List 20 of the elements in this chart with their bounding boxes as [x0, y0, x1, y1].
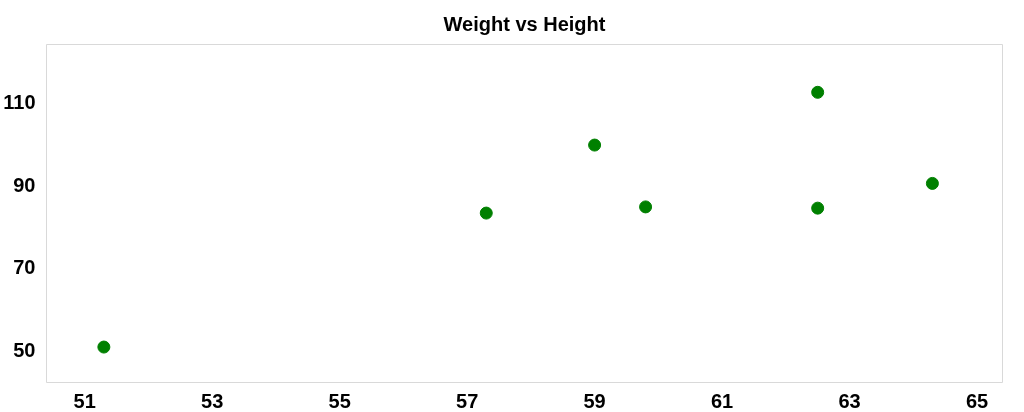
- x-tick-label: 65: [965, 389, 989, 412]
- y-tick-label: 70: [13, 256, 36, 279]
- point: [811, 201, 825, 215]
- x-tick-label: 51: [73, 389, 96, 412]
- point: [479, 206, 493, 220]
- x-tick-label: 61: [710, 389, 734, 412]
- point: [811, 85, 825, 99]
- y-tick-label: 110: [3, 91, 36, 114]
- point: [639, 200, 653, 214]
- x-tick-label: 59: [583, 389, 606, 412]
- x-tick-label: 57: [456, 389, 479, 412]
- x-tick-label: 53: [201, 389, 224, 412]
- y-tick-label: 50: [13, 338, 36, 361]
- x-tick-label: 63: [838, 389, 861, 412]
- chart-title: Weight vs Height: [443, 12, 606, 35]
- y-tick-label: 90: [13, 173, 36, 196]
- x-tick-label: 55: [328, 389, 351, 412]
- point: [925, 176, 939, 190]
- point: [588, 138, 602, 152]
- point: [97, 340, 111, 354]
